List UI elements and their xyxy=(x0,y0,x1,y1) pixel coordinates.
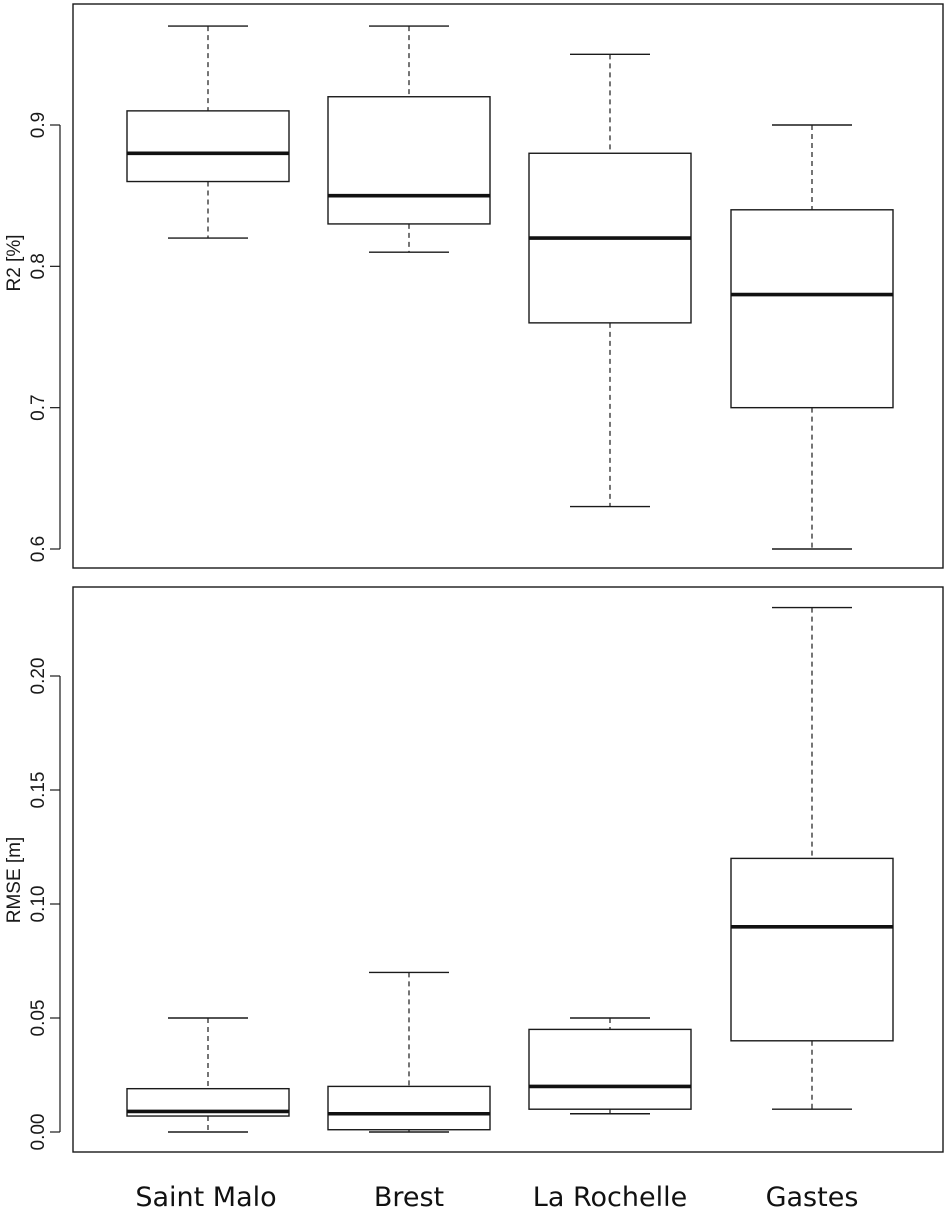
iqr-box xyxy=(730,857,894,1042)
rmse-box-la-rochelle xyxy=(528,1017,692,1115)
r2-y-axis-title: R2 [%] xyxy=(4,234,25,291)
iqr-box xyxy=(327,96,491,225)
r2-box-saint-malo xyxy=(126,25,290,239)
rmse-panel: 0.00 0.05 0.10 0.15 0.20 RMSE [m] xyxy=(4,586,944,1153)
rmse-plot-frame xyxy=(72,586,944,1153)
category-label-gastes: Gastes xyxy=(766,1182,859,1213)
r2-box-gastes xyxy=(730,124,894,550)
category-labels: Saint Malo Brest La Rochelle Gastes xyxy=(135,1182,858,1213)
r2-panel: 0.6 0.7 0.8 0.9 R2 [%] xyxy=(4,3,944,569)
r2-box-la-rochelle xyxy=(528,53,692,508)
r2-y-tick-label: 0.7 xyxy=(28,394,49,420)
rmse-box-saint-malo xyxy=(126,1017,290,1133)
r2-plot-frame xyxy=(72,3,944,569)
rmse-box-gastes xyxy=(730,606,894,1110)
iqr-box xyxy=(327,1085,491,1131)
r2-y-tick-label: 0.8 xyxy=(28,253,49,279)
rmse-box-brest xyxy=(327,971,491,1133)
r2-y-tick-label: 0.9 xyxy=(28,112,49,138)
rmse-y-tick-label: 0.00 xyxy=(28,1114,49,1151)
category-label-brest: Brest xyxy=(374,1182,444,1213)
rmse-y-tick-label: 0.05 xyxy=(28,1000,49,1037)
rmse-y-tick-label: 0.10 xyxy=(28,886,49,923)
iqr-box xyxy=(528,1028,692,1110)
rmse-y-tick-label: 0.20 xyxy=(28,658,49,695)
rmse-y-tick-label: 0.15 xyxy=(28,772,49,809)
category-label-saint-malo: Saint Malo xyxy=(135,1182,276,1213)
r2-y-tick-label: 0.6 xyxy=(28,536,49,562)
r2-box-brest xyxy=(327,25,491,253)
iqr-box xyxy=(126,110,290,183)
iqr-box xyxy=(730,209,894,409)
rmse-y-axis-title: RMSE [m] xyxy=(4,837,25,924)
category-label-la-rochelle: La Rochelle xyxy=(533,1182,687,1213)
